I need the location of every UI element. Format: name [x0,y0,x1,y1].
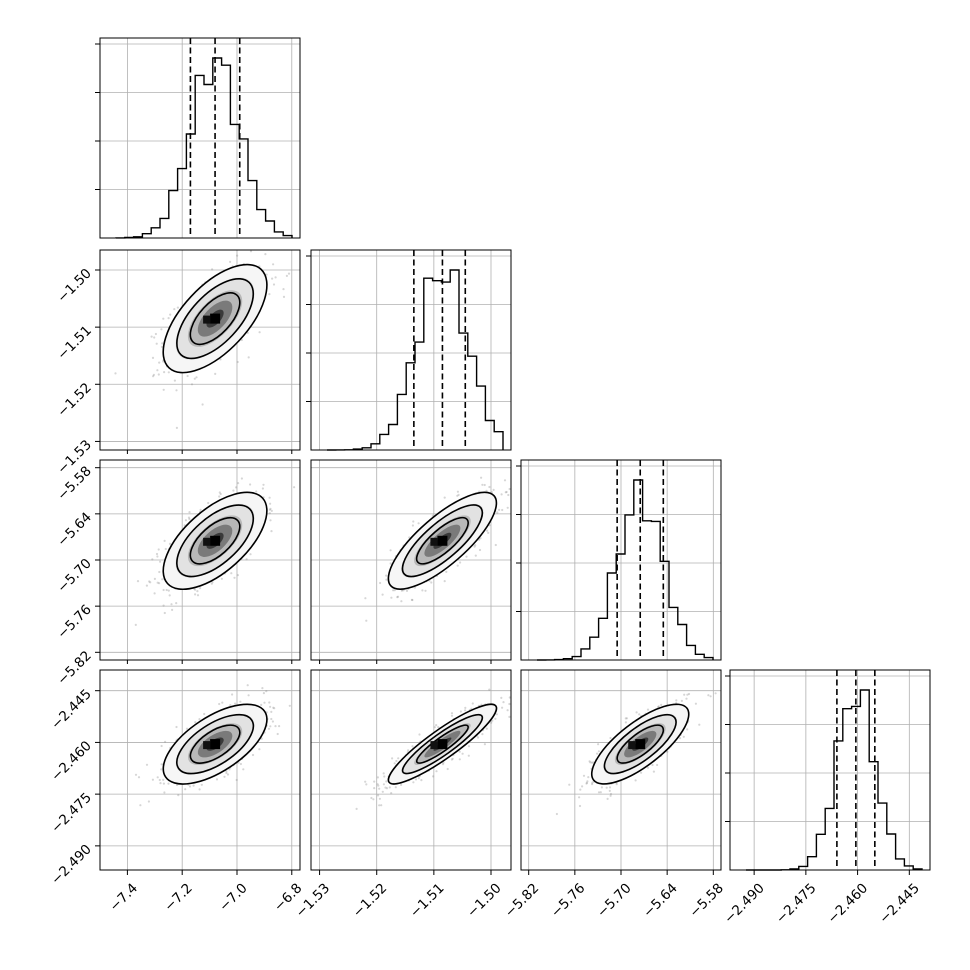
x-axis-2-tick-label-2: −5.70 [594,880,635,921]
y-axis-1-tick-label-1: −1.52 [54,380,95,421]
panel-2-1-contour-2 [415,516,469,565]
y-axis-2-tick-label-0: −5.82 [54,648,95,689]
y-axis-2-tick-label-1: −5.76 [54,602,95,643]
hist-2-step-line [537,479,714,661]
panel-2-1-peak-cell-2 [430,537,438,546]
panel-1-0-frame [99,249,301,451]
x-axis-3-tick-label-3: −2.445 [876,880,923,927]
x-axis-0-tick-label-0: −7.4 [107,880,141,914]
x-axis-3-tick-label-2: −2.460 [825,880,872,927]
hist-panel-1-frame [310,249,512,451]
panel-3-1-contour-0 [387,703,498,785]
panel-3-2-contour-2 [616,724,665,764]
y-axis-2-tick-label-3: −5.64 [54,509,95,550]
panel-3-1-peak-cell [437,739,448,750]
y-axis-3-tick-label-2: −2.460 [48,738,95,785]
x-axis-3-tick-label-0: −2.490 [721,880,768,927]
panel-3-2-peak-cell-2 [628,741,636,750]
hist-panel-2-frame [520,459,722,661]
panel-1-0-contour-0 [162,263,268,374]
hist-panel-1-background [311,250,511,450]
x-axis-2-tick-label-0: −5.82 [502,880,543,921]
x-axis-1-tick-label-1: −1.52 [350,880,391,921]
hist-panel-0-background [100,38,300,238]
y-axis-3-tick-label-0: −2.490 [48,841,95,888]
y-axis-3-tick-label-1: −2.475 [48,790,95,837]
y-axis-1-tick-label-2: −1.51 [54,323,95,364]
panel-1-0-peak-cell [210,313,221,324]
panel-2-0-contour-2 [189,516,241,565]
x-axis-3-tick-label-1: −2.475 [773,880,820,927]
hist-panel-0-frame [99,37,301,239]
panel-3-2-peak-cell [635,739,646,750]
hist-0-step-line [115,57,293,239]
x-axis-1-tick-label-2: −1.51 [407,880,448,921]
panel-3-1-contour-1 [401,713,484,775]
y-axis-1-tick-label-3: −1.50 [54,266,95,307]
panel-3-2-contour-1 [603,713,677,775]
panel-2-1-contour-0 [387,491,498,590]
y-axis-3-tick-label-3: −2.445 [48,686,95,733]
panel-2-0-peak-cell [210,535,221,546]
x-axis-0-tick-label-1: −7.2 [161,880,195,914]
panel-3-0-peak-cell [210,739,221,750]
x-axis-1-tick-label-3: −1.50 [464,880,505,921]
panel-2-0-contour-0 [162,491,268,591]
hist-panel-3-frame [729,669,931,871]
x-axis-2-tick-label-1: −5.76 [548,880,589,921]
panel-2-1-peak-cell [437,535,448,546]
panel-3-2-contour-0 [590,703,690,785]
x-axis-0-tick-label-2: −7.0 [216,880,250,914]
panel-3-0-peak-cell-2 [203,741,211,750]
panel-3-0-frame [99,669,301,871]
panel-2-0-peak-cell-2 [203,537,211,546]
panel-3-0-contour-2 [189,724,241,764]
panel-1-0-contour-2 [189,292,241,346]
panel-3-1-contour-2 [415,724,469,764]
panel-1-0-contour-1 [176,277,255,360]
y-axis-2-tick-label-2: −5.70 [54,556,95,597]
panel-3-0-contour-0 [162,703,268,785]
panel-3-1-peak-cell-2 [430,741,438,750]
panel-1-0-peak-cell-2 [203,315,211,324]
panel-2-0-contour-1 [176,504,255,578]
x-axis-2-tick-label-3: −5.64 [640,880,681,921]
panel-2-1-contour-1 [401,504,484,578]
hist-panel-3-background [730,670,930,870]
panel-3-1-frame [310,669,512,871]
hist-1-step-line [327,269,504,451]
panel-2-1-frame [310,459,512,661]
panel-3-0-contour-1 [176,713,255,775]
